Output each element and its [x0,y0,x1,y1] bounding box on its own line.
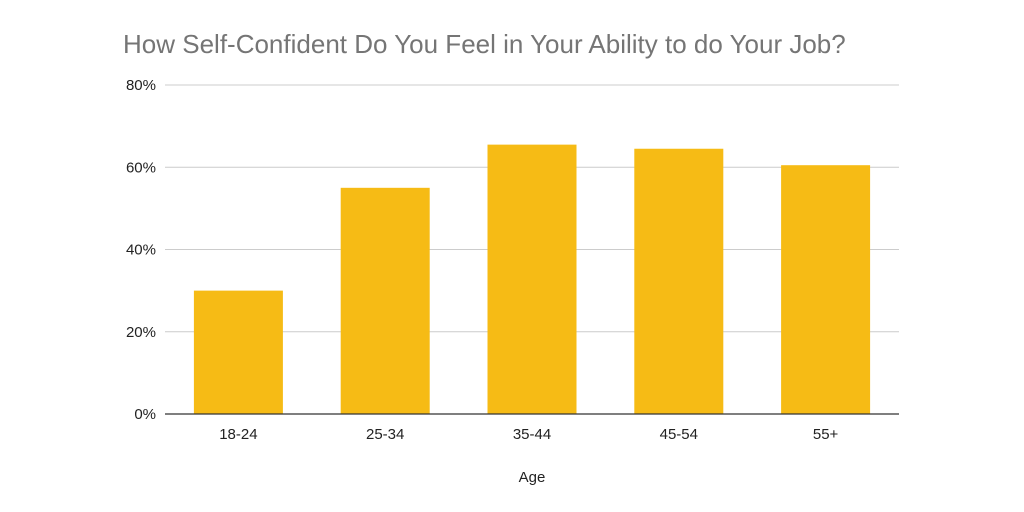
x-tick-label: 18-24 [219,426,257,443]
bars [193,144,871,414]
y-tick-label: 0% [134,406,156,423]
y-tick-label: 40% [126,242,156,259]
y-tick-labels: 0% 20% 40% 60% 80% [126,77,156,423]
y-tick-label: 80% [126,77,156,94]
bar-45-54 [634,148,724,414]
x-tick-label: 25-34 [366,426,404,443]
y-tick-label: 60% [126,159,156,176]
x-tick-label: 55+ [813,426,839,443]
y-tick-label: 20% [126,324,156,341]
x-axis-title: Age [519,469,546,486]
bar-35-44 [487,144,577,414]
x-tick-labels: 18-24 25-34 35-44 45-54 55+ [219,426,838,443]
x-tick-label: 35-44 [513,426,551,443]
bar-18-24 [193,290,283,414]
x-tick-label: 45-54 [660,426,698,443]
bar-55+ [781,165,871,414]
chart-title: How Self-Confident Do You Feel in Your A… [123,29,846,59]
bar-25-34 [340,187,430,414]
